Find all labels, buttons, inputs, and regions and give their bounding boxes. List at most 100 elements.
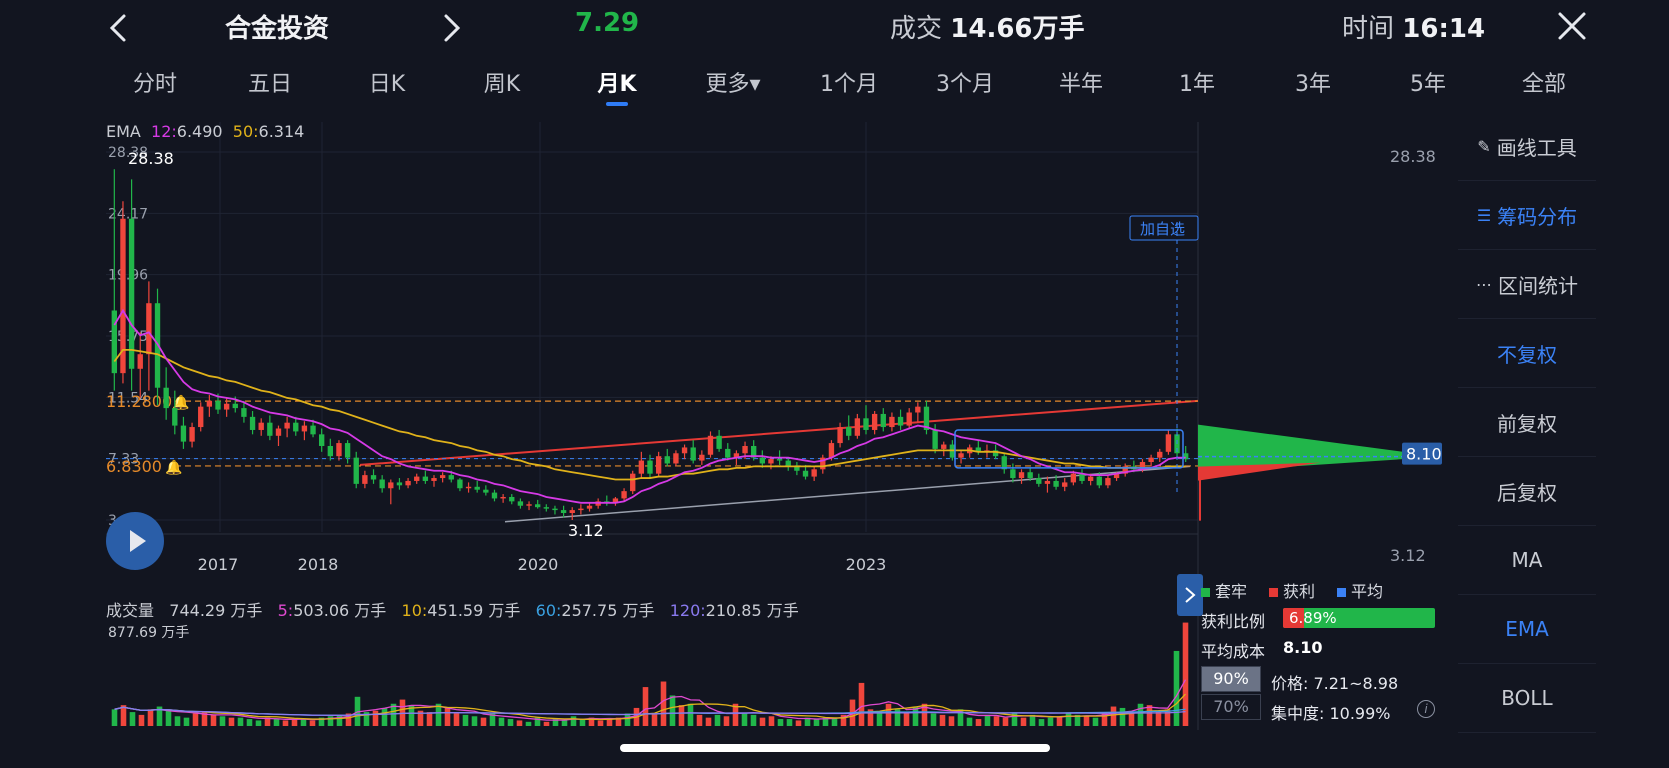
tab-6[interactable]: 1个月 bbox=[820, 72, 878, 97]
bell-icon[interactable]: 🔔 bbox=[172, 394, 189, 411]
volume-ma5-line bbox=[114, 679, 1187, 721]
volume-legend: 成交量 744.29 万手 5:503.06 万手 10:451.59 万手 6… bbox=[106, 597, 799, 621]
y-tick-label: 24.17 bbox=[108, 206, 148, 222]
chevron-left-icon[interactable] bbox=[104, 10, 134, 46]
volume-bar bbox=[1110, 706, 1117, 726]
low-marker: 3.12 bbox=[568, 521, 604, 540]
sidebar-item-0[interactable]: ✎ 画线工具 bbox=[1458, 112, 1596, 181]
volume-bar bbox=[894, 709, 901, 726]
tab-7[interactable]: 3个月 bbox=[936, 72, 994, 97]
candle-body bbox=[802, 470, 809, 477]
pct-70-toggle[interactable]: 70% bbox=[1201, 694, 1261, 720]
volume-bar bbox=[462, 714, 469, 726]
volume-bar bbox=[255, 720, 262, 726]
add-watch-button[interactable] bbox=[1129, 215, 1199, 241]
replay-button[interactable] bbox=[106, 512, 164, 570]
info-icon[interactable]: i bbox=[1417, 700, 1435, 718]
volume-bar bbox=[291, 719, 298, 726]
volume-bar bbox=[156, 706, 163, 726]
volume-bar bbox=[669, 695, 676, 726]
candle-body bbox=[1044, 480, 1051, 484]
add-watch-label: 加自选 bbox=[1140, 220, 1185, 238]
volume-bar bbox=[327, 716, 334, 726]
sidebar-item-6[interactable]: MA bbox=[1458, 526, 1596, 595]
candle-body bbox=[137, 354, 143, 369]
candle-body bbox=[690, 447, 696, 461]
volume-bar bbox=[282, 720, 289, 726]
sidebar-item-label: 不复权 bbox=[1497, 342, 1557, 367]
concentration: 集中度: 10.99% bbox=[1271, 704, 1391, 723]
tab-5[interactable]: 更多▾ bbox=[705, 72, 761, 97]
tab-1[interactable]: 五日 bbox=[247, 72, 293, 97]
volume-bar bbox=[471, 716, 478, 726]
candle-body bbox=[1027, 472, 1033, 479]
volume-bar bbox=[1083, 716, 1090, 726]
volume-bar bbox=[858, 682, 865, 726]
tab-0[interactable]: 分时 bbox=[132, 72, 178, 97]
sidebar-item-label: BOLL bbox=[1501, 686, 1553, 710]
candle-body bbox=[336, 443, 342, 457]
period-tabs: 分时 五日 日K 周K 月K 更多▾ 1个月 3个月 半年 1年 3年 5年 全部 bbox=[100, 62, 1600, 108]
candle-body bbox=[241, 408, 247, 417]
high-marker: 28.38 bbox=[128, 149, 174, 168]
volume-bar bbox=[1038, 719, 1045, 726]
volume-bar bbox=[867, 709, 874, 726]
pct-90-toggle[interactable]: 90% bbox=[1201, 666, 1261, 692]
volume-bar bbox=[759, 717, 766, 726]
chevron-right-icon[interactable] bbox=[436, 10, 466, 46]
candle-body bbox=[621, 491, 627, 499]
sidebar-item-3[interactable]: 不复权 bbox=[1458, 319, 1596, 388]
volume-max-label: 877.69 万手 bbox=[108, 625, 190, 641]
volume-chart[interactable] bbox=[0, 590, 1200, 730]
volume-bar bbox=[408, 705, 415, 726]
tab-4[interactable]: 月K bbox=[597, 72, 637, 97]
candle-body bbox=[1165, 434, 1172, 452]
avg-cost-label: 平均成本 bbox=[1201, 642, 1266, 661]
candle-body bbox=[880, 413, 886, 428]
sidebar-item-4[interactable]: 前复权 bbox=[1458, 388, 1596, 457]
volume-bar bbox=[588, 717, 595, 726]
collapse-panel-button[interactable] bbox=[1177, 574, 1203, 616]
sidebar-item-8[interactable]: BOLL bbox=[1458, 664, 1596, 733]
tab-2[interactable]: 日K bbox=[368, 72, 406, 97]
candle-body bbox=[932, 429, 938, 449]
sidebar-item-5[interactable]: 后复权 bbox=[1458, 457, 1596, 526]
candle-body bbox=[673, 453, 679, 464]
x-tick-label: 2023 bbox=[846, 555, 887, 574]
profit-ratio-fill bbox=[1283, 608, 1304, 628]
sidebar-item-7[interactable]: EMA bbox=[1458, 595, 1596, 664]
close-icon[interactable] bbox=[1556, 10, 1588, 42]
sidebar-item-2[interactable]: ⋯ 区间统计 bbox=[1458, 250, 1596, 319]
volume-bar bbox=[183, 717, 190, 726]
volume-bar bbox=[705, 717, 712, 726]
tab-11[interactable]: 5年 bbox=[1410, 72, 1446, 97]
candle-body bbox=[638, 460, 645, 474]
volume-bar bbox=[264, 717, 271, 726]
tab-12[interactable]: 全部 bbox=[1521, 72, 1567, 97]
volume-bar bbox=[876, 713, 883, 726]
candle-body bbox=[992, 450, 999, 457]
top-bar: 合金投资 7.29 成交 14.66万手 时间 16:14 bbox=[0, 0, 1669, 56]
candle-body bbox=[725, 448, 731, 458]
volume-bar bbox=[219, 716, 226, 726]
chip-legend-label: 获利 bbox=[1283, 582, 1316, 601]
volume-bar bbox=[1164, 709, 1171, 726]
volume-bar bbox=[624, 713, 631, 726]
tab-3[interactable]: 周K bbox=[483, 72, 521, 97]
candle-body bbox=[275, 428, 282, 436]
tab-10[interactable]: 3年 bbox=[1295, 72, 1331, 97]
sidebar-item-1[interactable]: ☰ 筹码分布 bbox=[1458, 181, 1596, 250]
tab-8[interactable]: 半年 bbox=[1058, 72, 1104, 97]
candle-body bbox=[707, 435, 714, 455]
sidebar-item-label: EMA bbox=[1505, 617, 1549, 641]
x-tick-label: 2020 bbox=[518, 555, 559, 574]
volume-bar bbox=[723, 716, 730, 726]
volume-bar bbox=[381, 707, 388, 726]
candle-body bbox=[560, 510, 567, 514]
bell-icon[interactable]: 🔔 bbox=[165, 459, 182, 476]
volume-bar bbox=[678, 705, 685, 726]
kline-chart[interactable]: 28.3824.1719.9615.7511.547.333.1228.383.… bbox=[0, 112, 1669, 582]
candle-body bbox=[1113, 473, 1120, 479]
tab-9[interactable]: 1年 bbox=[1179, 72, 1215, 97]
volume-bar bbox=[1173, 650, 1180, 726]
